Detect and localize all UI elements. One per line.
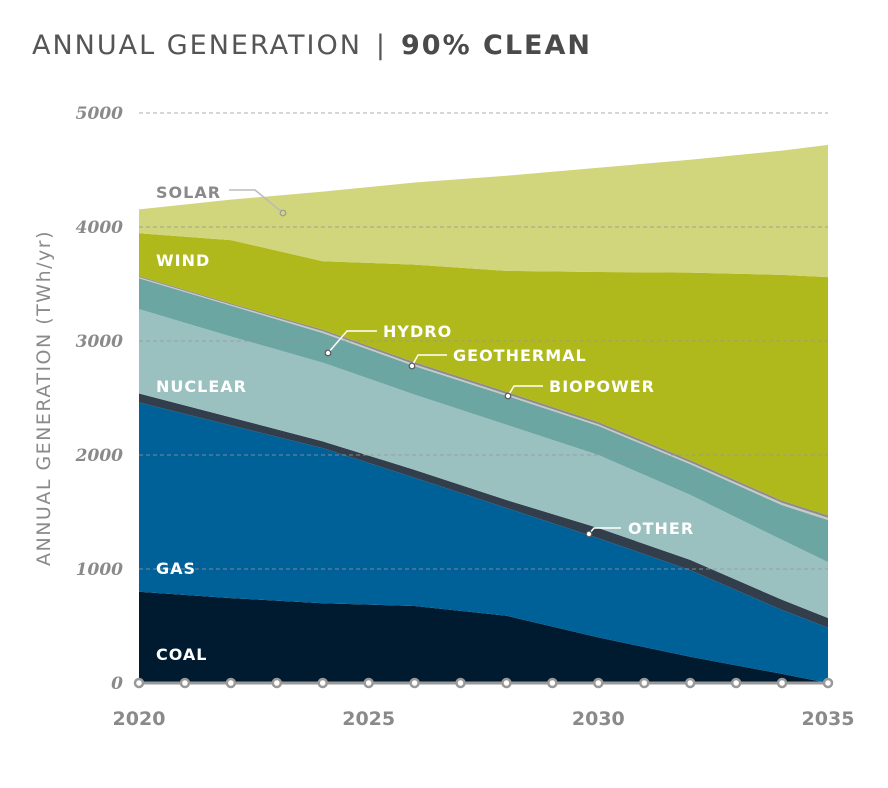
x-axis-marker <box>455 677 466 689</box>
x-axis-marker <box>730 677 742 689</box>
callout-dot-solar <box>279 209 287 217</box>
callout-line-solar <box>229 189 284 214</box>
series-label-coal: COAL <box>156 645 208 664</box>
area-other <box>139 393 828 628</box>
area-coal <box>139 591 828 683</box>
series-label-other: OTHER <box>628 519 694 538</box>
callout-line-geothermal <box>411 354 447 367</box>
x-axis-marker <box>225 677 237 689</box>
chart-title: ANNUAL GENERATION | 90% CLEAN <box>32 30 592 61</box>
area-solar <box>139 144 828 278</box>
x-tick-label: 2030 <box>572 708 625 730</box>
title-main: ANNUAL GENERATION <box>32 30 362 61</box>
area-hydro <box>139 278 828 563</box>
x-axis-marker <box>271 677 283 689</box>
area-nuclear <box>139 309 828 619</box>
series-label-hydro: HYDRO <box>383 322 452 341</box>
area-wind <box>139 233 828 516</box>
callout-line-biopower <box>507 385 543 397</box>
y-tick-label: 1000 <box>76 560 123 580</box>
x-axis-marker <box>684 677 696 689</box>
y-tick-label: 4000 <box>76 218 123 238</box>
x-axis-marker <box>179 677 191 689</box>
x-axis-marker <box>639 677 650 689</box>
x-axis-marker <box>593 677 604 689</box>
series-label-biopower: BIOPOWER <box>549 377 655 396</box>
x-axis-marker <box>822 677 834 689</box>
title-scenario: 90% CLEAN <box>401 30 592 61</box>
callout-line-hydro <box>327 330 377 354</box>
y-tick-label: 0 <box>111 674 123 694</box>
title-separator: | <box>375 30 388 61</box>
y-tick-label: 5000 <box>76 104 123 124</box>
x-tick-label: 2035 <box>802 708 855 730</box>
x-axis-marker <box>776 677 788 689</box>
series-label-gas: GAS <box>156 559 196 578</box>
series-label-nuclear: NUCLEAR <box>156 377 247 396</box>
y-tick-label: 3000 <box>76 332 123 352</box>
area-gas <box>139 402 828 683</box>
series-label-geothermal: GEOTHERMAL <box>453 346 587 365</box>
callout-dot-hydro <box>324 349 332 357</box>
x-axis-marker <box>409 677 420 689</box>
x-tick-label: 2020 <box>113 708 166 730</box>
x-axis-marker <box>133 677 145 689</box>
y-axis-label: ANNUAL GENERATION (TWh/yr) <box>33 230 55 566</box>
series-label-solar: SOLAR <box>156 183 221 202</box>
x-axis-marker <box>501 677 512 689</box>
x-axis-marker <box>363 677 374 689</box>
x-tick-label: 2025 <box>342 708 395 730</box>
x-axis-marker <box>317 677 328 689</box>
callout-dot-geothermal <box>408 362 416 370</box>
series-label-wind: WIND <box>156 251 210 270</box>
callout-dot-biopower <box>504 392 512 400</box>
y-tick-label: 2000 <box>75 446 123 466</box>
callout-dot-other <box>585 530 593 538</box>
x-axis-marker <box>547 677 558 689</box>
